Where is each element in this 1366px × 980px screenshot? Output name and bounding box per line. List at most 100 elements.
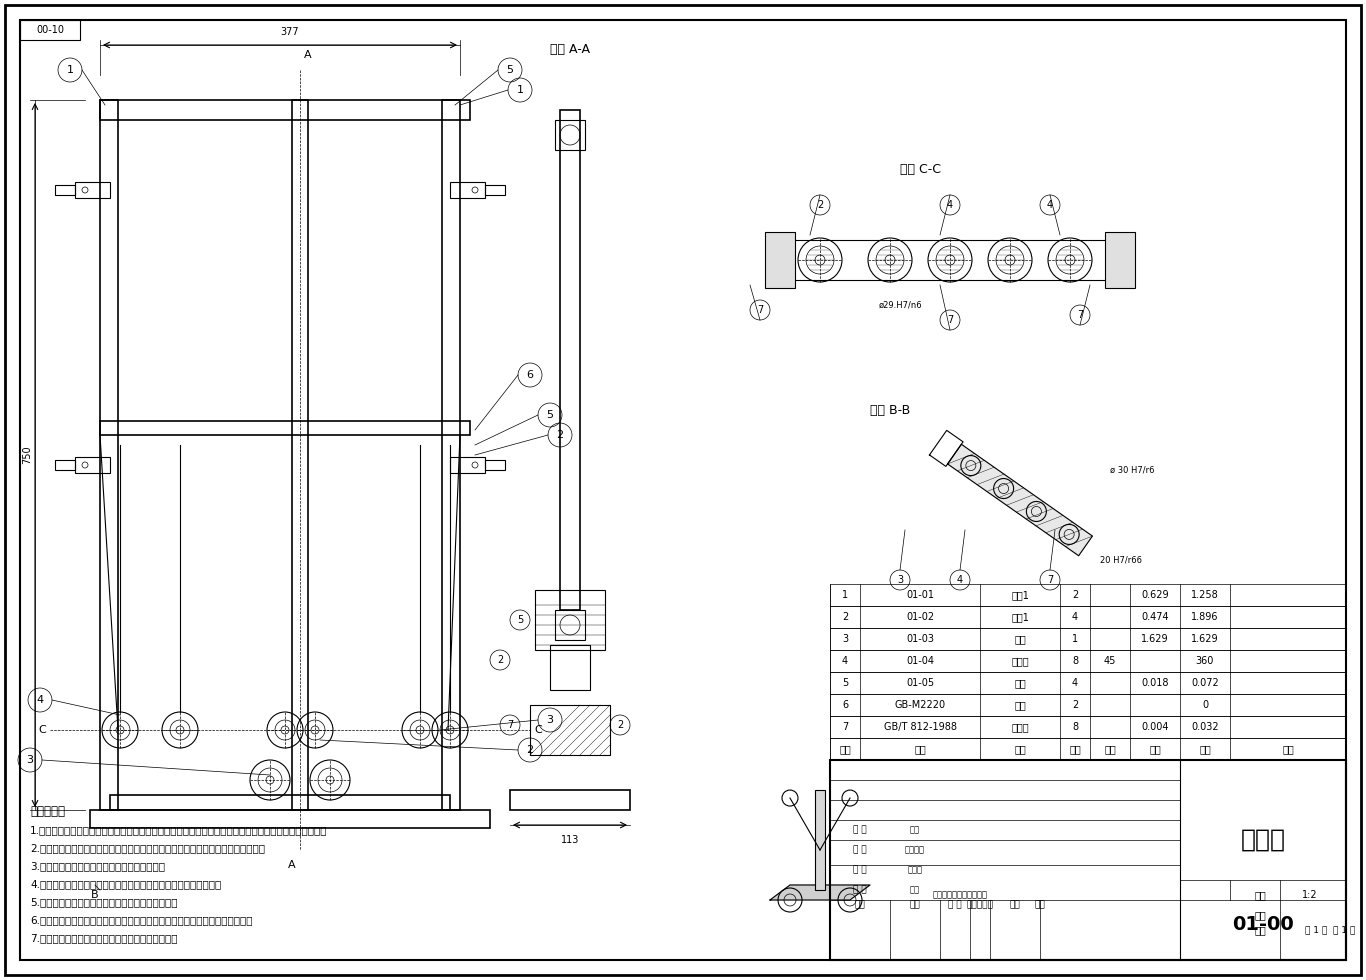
Text: 3.装配过程中零件不允许磕、碰、划伤和锈蚀；: 3.装配过程中零件不允许磕、碰、划伤和锈蚀； [30, 861, 165, 871]
Text: 比例: 比例 [1254, 890, 1266, 900]
Bar [831, 672, 1346, 694]
Bar [485, 185, 505, 195]
Bar [555, 610, 585, 640]
Text: 校 核: 校 核 [854, 846, 867, 855]
Bar [100, 100, 117, 810]
Text: 夹爪1: 夹爪1 [1011, 590, 1029, 600]
Text: 360: 360 [1195, 656, 1214, 666]
Bar [765, 232, 795, 288]
Text: 7: 7 [507, 720, 514, 730]
Text: 6.规定拧紧力矩要求的紧固件，必须采用力矩扳手，并按规定的拧紧力矩紧固。: 6.规定拧紧力矩要求的紧固件，必须采用力矩扳手，并按规定的拧紧力矩紧固。 [30, 915, 253, 925]
Text: 材料: 材料 [1104, 744, 1116, 754]
Text: 01-00: 01-00 [1232, 915, 1294, 935]
Bar [449, 182, 485, 198]
Bar [831, 584, 1346, 606]
Text: ø 30 H7/r6: ø 30 H7/r6 [1111, 466, 1154, 474]
Bar [90, 810, 490, 828]
Text: 5: 5 [507, 65, 514, 75]
Text: 圆螺母: 圆螺母 [1011, 722, 1029, 732]
Text: 2: 2 [1072, 590, 1078, 600]
Text: 0.072: 0.072 [1191, 678, 1218, 688]
Text: 制 板: 制 板 [854, 865, 867, 874]
Text: 20 H7/r66: 20 H7/r66 [1100, 556, 1142, 564]
Text: A: A [305, 50, 311, 60]
Text: 00-10: 00-10 [36, 25, 64, 35]
Text: 3: 3 [546, 715, 553, 725]
Text: 5: 5 [516, 615, 523, 625]
Text: 1.258: 1.258 [1191, 590, 1218, 600]
Bar [510, 790, 630, 810]
Text: 连杆1: 连杆1 [1011, 612, 1029, 622]
Bar [1105, 232, 1135, 288]
Text: 2: 2 [1072, 700, 1078, 710]
Polygon shape [770, 885, 870, 900]
Bar [292, 100, 307, 810]
Text: GB-M2220: GB-M2220 [895, 700, 945, 710]
Text: 1.629: 1.629 [1141, 634, 1169, 644]
Text: 2: 2 [497, 655, 503, 665]
Bar [560, 110, 581, 610]
Text: 0.004: 0.004 [1141, 722, 1169, 732]
Text: 1: 1 [841, 590, 848, 600]
Bar [831, 650, 1346, 672]
Text: 2.装配前应对零、部件的主要配合尺寸，特别是过盈配合尺寸及相关精度进行复查；: 2.装配前应对零、部件的主要配合尺寸，特别是过盈配合尺寸及相关精度进行复查； [30, 843, 265, 853]
Text: 4: 4 [958, 575, 963, 585]
Text: 1.629: 1.629 [1191, 634, 1218, 644]
Text: GB/T 812-1988: GB/T 812-1988 [884, 722, 956, 732]
Text: 2: 2 [556, 430, 564, 440]
Text: 数量: 数量 [1254, 925, 1266, 935]
Text: 1.零件在装配前必须清理和清洗干净，不得有毛刺、飞边、氧化皮、锈蚀、切屑、油污、着色剂和灰尘等；: 1.零件在装配前必须清理和清洗干净，不得有毛刺、飞边、氧化皮、锈蚀、切屑、油污、… [30, 825, 328, 835]
Text: 4: 4 [1046, 200, 1053, 210]
Text: 手抓轴: 手抓轴 [1011, 656, 1029, 666]
Text: 剖面 A-A: 剖面 A-A [550, 43, 590, 57]
Bar [443, 100, 460, 810]
Text: 批准: 批准 [910, 825, 919, 835]
Text: 8: 8 [1072, 722, 1078, 732]
Text: 0.032: 0.032 [1191, 722, 1218, 732]
Text: 7: 7 [841, 722, 848, 732]
Text: 4: 4 [947, 200, 953, 210]
Text: 喷嘴: 喷嘴 [1014, 678, 1026, 688]
Bar [535, 590, 605, 650]
Bar [530, 705, 611, 755]
Text: 剖面 C-C: 剖面 C-C [900, 164, 941, 176]
Text: 1: 1 [67, 65, 74, 75]
Text: 设 计: 设 计 [854, 886, 867, 895]
Text: 113: 113 [561, 835, 579, 845]
Text: 4: 4 [1072, 612, 1078, 622]
Text: 齿轮: 齿轮 [1014, 700, 1026, 710]
Text: 7.装配后，相配件移动自如，不得有松紧不均现象。: 7.装配后，相配件移动自如，不得有松紧不均现象。 [30, 933, 178, 943]
Text: 日期: 日期 [1034, 901, 1045, 909]
Text: 标记: 标记 [855, 901, 866, 909]
Text: 代号: 代号 [914, 744, 926, 754]
Text: 6: 6 [841, 700, 848, 710]
Text: 01-02: 01-02 [906, 612, 934, 622]
Text: 1: 1 [1072, 634, 1078, 644]
Bar [831, 760, 1346, 960]
Text: 7: 7 [757, 305, 764, 315]
Text: 01-04: 01-04 [906, 656, 934, 666]
Text: 0.629: 0.629 [1141, 590, 1169, 600]
Text: 项目名称或所属装配代号: 项目名称或所属装配代号 [933, 891, 988, 900]
Bar [55, 460, 75, 470]
Bar [100, 100, 470, 120]
Text: 7: 7 [1076, 310, 1083, 320]
Text: 页号: 页号 [1254, 910, 1266, 920]
Text: ø29.H7/n6: ø29.H7/n6 [878, 301, 922, 310]
Text: 更改文件号: 更改文件号 [967, 901, 993, 909]
Text: 标准化: 标准化 [907, 865, 922, 874]
Bar [449, 457, 485, 473]
Text: 处数: 处数 [910, 901, 921, 909]
Text: 5: 5 [841, 678, 848, 688]
Text: 3: 3 [26, 755, 34, 765]
Bar [100, 421, 470, 435]
Text: 377: 377 [280, 27, 299, 37]
Text: 5: 5 [546, 410, 553, 420]
Bar [816, 790, 825, 890]
Text: 数量: 数量 [1070, 744, 1081, 754]
Text: 4: 4 [37, 695, 44, 705]
Text: 6: 6 [526, 370, 534, 380]
Text: 01-03: 01-03 [906, 634, 934, 644]
Text: 750: 750 [22, 446, 31, 465]
Text: 5.紧固后螺钉槽、螺母和螺钉、螺栓头部不得损坏。: 5.紧固后螺钉槽、螺母和螺钉、螺栓头部不得损坏。 [30, 897, 178, 907]
